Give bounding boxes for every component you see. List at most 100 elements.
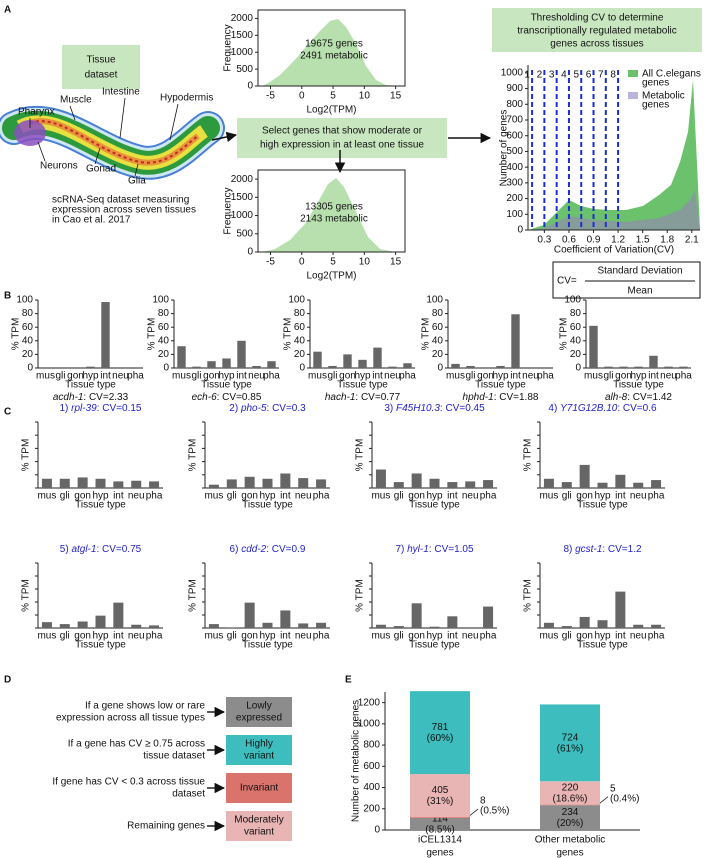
y-tick-label: 40 (570, 335, 582, 346)
leader (119, 97, 126, 139)
value-label: 724 (562, 732, 579, 743)
x-tick-label: gli (562, 631, 572, 642)
bar (316, 479, 327, 488)
y-tick-label: 40 (158, 335, 170, 346)
x-tick-label: mus (204, 631, 223, 642)
percent-label: (60%) (427, 733, 454, 744)
x-tick-label: neu (660, 371, 677, 382)
leader (37, 141, 46, 162)
title-cv: : CV=0.77 (355, 392, 400, 403)
percent-label: (0.4%) (610, 793, 639, 804)
x-tick-label: hyp (259, 491, 276, 502)
cv-title: Thresholding CV to determine (531, 13, 664, 24)
bar (373, 347, 382, 368)
leader (94, 147, 101, 165)
bar (131, 624, 142, 628)
bar (280, 610, 291, 628)
y-tick-label: 300 (506, 177, 523, 188)
bar (615, 591, 626, 628)
chart-title: 2) pho-5: CV=0.3 (229, 403, 306, 414)
y-axis-label: % TPM (559, 318, 570, 351)
x-tick-label: -5 (266, 257, 275, 268)
bar-segment (540, 804, 600, 806)
legend-swatch (628, 92, 638, 99)
leader-lines (29, 97, 179, 177)
title-prefix: 7) (395, 544, 407, 555)
y-tick-label: 600 (363, 761, 380, 772)
y-axis-label: % TPM (523, 579, 534, 612)
y-axis-label: % TPM (188, 579, 199, 612)
bar (451, 363, 460, 368)
x-tick-label: neu (128, 631, 145, 642)
bar (86, 366, 95, 368)
bar (207, 361, 216, 368)
bar-segment (540, 805, 600, 830)
x-tick-label: gli (465, 371, 475, 382)
title-cv: : CV=0.85 (217, 392, 262, 403)
category-label: Highly (245, 739, 273, 750)
y-tick-label: 0 (299, 363, 305, 374)
x-tick-label: mus (539, 491, 558, 502)
x-tick-label: gon (67, 371, 84, 382)
x-tick-label: int (615, 491, 626, 502)
bar (77, 621, 88, 628)
condition-text: If a gene shows low or rare (85, 701, 205, 712)
dataset-box-label: Tissue (86, 55, 116, 66)
x-tick-label: 0 (299, 257, 305, 268)
y-tick-label: 1000 (501, 67, 524, 78)
condition-text: Remaining genes (127, 821, 205, 832)
bar (252, 365, 261, 368)
title-cv: : CV=2.33 (83, 392, 128, 403)
y-tick-label: 200 (506, 193, 523, 204)
x-tick-label: mus (36, 371, 55, 382)
panel-label: D (4, 675, 11, 686)
chart-title: alh-8: CV=1.42 (605, 392, 672, 403)
x-axis-label: Tissue type (577, 640, 628, 651)
formula-lhs: CV= (557, 276, 577, 287)
title-cv: : CV=0.9 (266, 544, 306, 555)
select-box-label: Select genes that show moderate or (262, 126, 423, 137)
value-label: 114 (432, 814, 448, 825)
category-label: expressed (236, 713, 282, 724)
bar-segment (410, 691, 470, 775)
x-tick-label: neu (522, 371, 539, 382)
leader (169, 103, 179, 141)
select-box-label: high expression in at least one tissue (260, 140, 424, 151)
bar (298, 623, 309, 628)
chart-title: 6) cdd-2: CV=0.9 (230, 544, 306, 555)
x-tick-label: pha (146, 631, 163, 642)
y-tick-label: 2000 (231, 174, 254, 185)
cv-title: transcriptionally regulated metabolic (517, 26, 677, 37)
bar (95, 478, 106, 488)
y-tick-label: 60 (294, 322, 306, 333)
bar (496, 365, 505, 368)
title-gene: cdd-2 (241, 544, 266, 555)
category-box (226, 735, 292, 765)
y-axis-label: Number of genes (499, 110, 510, 187)
arrow (211, 131, 238, 143)
x-tick-label: int (615, 631, 626, 642)
x-tick-label: mus (37, 631, 56, 642)
bar (597, 482, 608, 488)
x-tick-label: int (447, 491, 458, 502)
bar (343, 354, 352, 368)
y-tick-label: 20 (158, 349, 170, 360)
y-tick-label: 1200 (358, 697, 381, 708)
bar (651, 624, 662, 628)
x-tick-label: mus (584, 371, 603, 382)
bar (59, 478, 70, 488)
x-tick-label: int (372, 371, 383, 382)
title-gene: rpl-39 (71, 403, 97, 414)
title-prefix: 3) (384, 403, 396, 414)
x-tick-label: hyp (218, 371, 235, 382)
y-tick-label: 200 (363, 803, 380, 814)
x-tick-label: Other metabolic (535, 835, 606, 846)
cv-title: genes across tissues (550, 39, 643, 50)
x-axis-label: Tissue type (577, 500, 628, 511)
y-axis-label: % TPM (11, 318, 22, 351)
y-axis-label: % TPM (147, 318, 158, 351)
bar (328, 365, 337, 368)
title-gene: acdh-1 (53, 392, 84, 403)
x-tick-label: gli (562, 491, 572, 502)
formula-numerator: Standard Deviation (597, 266, 682, 277)
